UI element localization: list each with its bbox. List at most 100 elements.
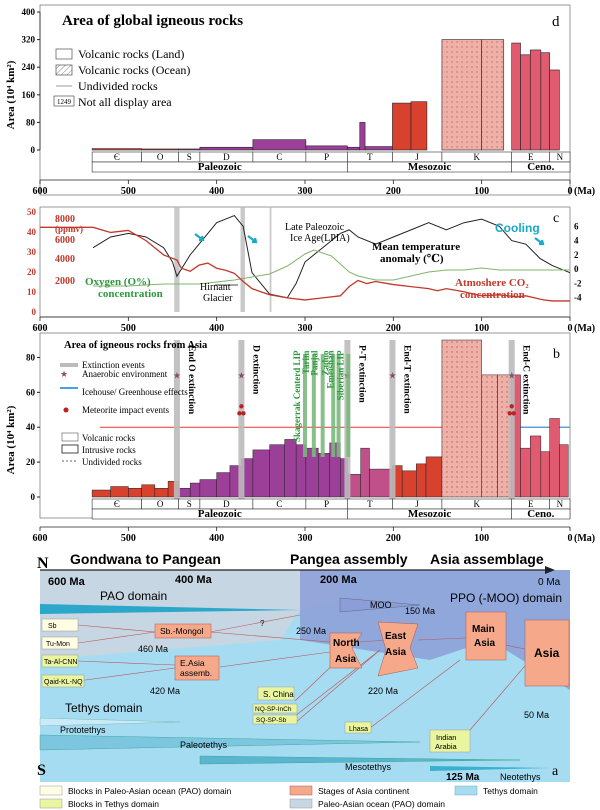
temp-tick-label: -2	[574, 278, 582, 288]
x-tick-label: 400	[209, 323, 224, 334]
bar	[549, 418, 560, 498]
legend-partial: Not all display area	[78, 95, 172, 109]
extinction-label: End O extinction	[186, 345, 196, 415]
mesotethys-label: Mesotethys	[345, 762, 392, 772]
prototethys-label: Prototethys	[60, 725, 106, 735]
o2-tick-label: 50	[27, 207, 37, 217]
stage-east-1: East	[385, 631, 407, 642]
stage-east-2: Asia	[385, 647, 407, 658]
age-50: 50 Ma	[524, 710, 549, 720]
panel-b-title: Area of igneous rocks from Asia	[64, 340, 208, 351]
bar	[369, 468, 393, 498]
x-tick-label: 200	[386, 186, 401, 197]
panel-d-ylabel: Area (10⁴ km²)	[5, 60, 17, 129]
tethys-domain-label: Tethys domain	[65, 701, 142, 715]
lip-bar	[346, 353, 351, 457]
legend-undivided-b: Undivided rocks	[82, 457, 142, 467]
ppo-domain-label: PPO (-MOO) domain	[450, 591, 562, 605]
extinction-band	[238, 340, 245, 509]
co2-tick-8000: 8000	[55, 214, 75, 225]
bar	[284, 439, 297, 498]
bar	[178, 488, 191, 498]
panel-d-letter: d	[552, 14, 560, 30]
x-tick-label: 100	[474, 323, 489, 334]
x-tick-label: 600	[33, 323, 48, 334]
lip-label: Panjal	[310, 350, 320, 376]
period-label: E	[528, 499, 534, 509]
time-400: 400 Ma	[175, 574, 213, 586]
legend-swatch-land	[55, 48, 73, 60]
panel-b-bars	[91, 339, 569, 498]
x-tick-label: 500	[121, 186, 136, 197]
prototethys-wedge	[39, 717, 181, 727]
panel-a: N S a Gondwana to Pangean Pangea assembl…	[37, 551, 570, 783]
pao-domain-label: PAO domain	[100, 589, 167, 603]
x-tick-label: 0	[568, 533, 573, 544]
x-tick-label: 200	[386, 533, 401, 544]
y-tick-label: 40	[26, 422, 36, 432]
panel-b-y-axis: 0 20 40 60 80	[26, 352, 40, 502]
legend-land: Volcanic rocks (Land)	[78, 47, 184, 61]
bar	[529, 49, 542, 151]
extinction-label: D extinction	[250, 345, 260, 395]
mesotethys-wedge	[199, 755, 521, 765]
temp-label-1: Mean temperature	[372, 241, 460, 253]
age-420: 420 Ma	[150, 686, 180, 696]
era-cell	[511, 161, 571, 173]
lip-label: Zaduo	[320, 350, 330, 376]
co2-tick-6000: 6000	[55, 235, 75, 246]
block-arabia: Arabia	[435, 742, 458, 751]
legend-meteorite: Meteorite impact events	[82, 405, 169, 415]
period-label: Є	[114, 499, 120, 509]
hirnant-label: Hirnant	[200, 282, 231, 293]
lip-label: Emeishan	[326, 350, 336, 388]
y-tick-label: 20	[26, 457, 36, 467]
time-200: 200 Ma	[320, 574, 358, 586]
legend-a-pao-blocks: Blocks in Paleo-Asian ocean (PAO) domain	[68, 786, 232, 796]
bar	[128, 488, 142, 498]
cooling-arrow-icon	[247, 235, 258, 244]
stage-north-1: North	[333, 638, 360, 649]
series-line	[40, 226, 570, 302]
stage-easia-1: E.Asia	[180, 658, 205, 668]
lip-bar	[331, 353, 336, 457]
period-label: S	[187, 152, 192, 162]
period-label: Є	[114, 152, 120, 162]
period-label: K	[474, 499, 481, 509]
age-460: 460 Ma	[138, 644, 168, 654]
time-arrow-head	[545, 566, 555, 574]
y-tick-label: 240	[22, 62, 36, 72]
era-label: Paleozoic	[198, 508, 242, 520]
bar	[318, 453, 330, 498]
neotethys-label: Neotethys	[500, 772, 541, 782]
period-label: C	[276, 152, 282, 162]
block-boxes	[41, 618, 471, 753]
y-tick-label: 320	[22, 35, 36, 45]
north-label: N	[37, 555, 49, 572]
o2-tick-label: 20	[27, 267, 37, 277]
bar	[410, 101, 428, 151]
stage-boxes	[154, 611, 570, 687]
block-nq-sp: NQ-SP-InCh	[255, 706, 292, 713]
panel-b-events: End O extinction ★ D extinction ★ P-T extinc…	[173, 340, 531, 509]
paleotethys-label: Paleotethys	[180, 740, 228, 750]
bar	[425, 456, 443, 498]
series-line	[93, 249, 570, 287]
bar	[359, 122, 366, 151]
meteorite-dot-icon	[241, 411, 246, 416]
x-tick-label: 500	[121, 323, 136, 334]
meteorite-dot-icon	[237, 411, 242, 416]
neotethys-wedge	[430, 766, 550, 771]
panel-b-timescale: Є O S D C P T J K E N Paleozoic Mesozoic Ceno.	[91, 498, 571, 520]
period-label: T	[367, 152, 373, 162]
bar	[199, 146, 254, 151]
co2-label-1: Atmoshere CO₂	[455, 277, 529, 289]
x-tick-label: 0	[568, 186, 573, 197]
x-axis-unit: (Ma)	[574, 186, 595, 197]
co2-tick-2000: 2000	[55, 276, 75, 287]
bar	[305, 145, 348, 151]
x-tick-label: 200	[386, 323, 401, 334]
ppo-domain-area	[300, 570, 570, 690]
panel-d-legend: Volcanic rocks (Land) Volcanic rocks (Oc…	[53, 47, 190, 109]
